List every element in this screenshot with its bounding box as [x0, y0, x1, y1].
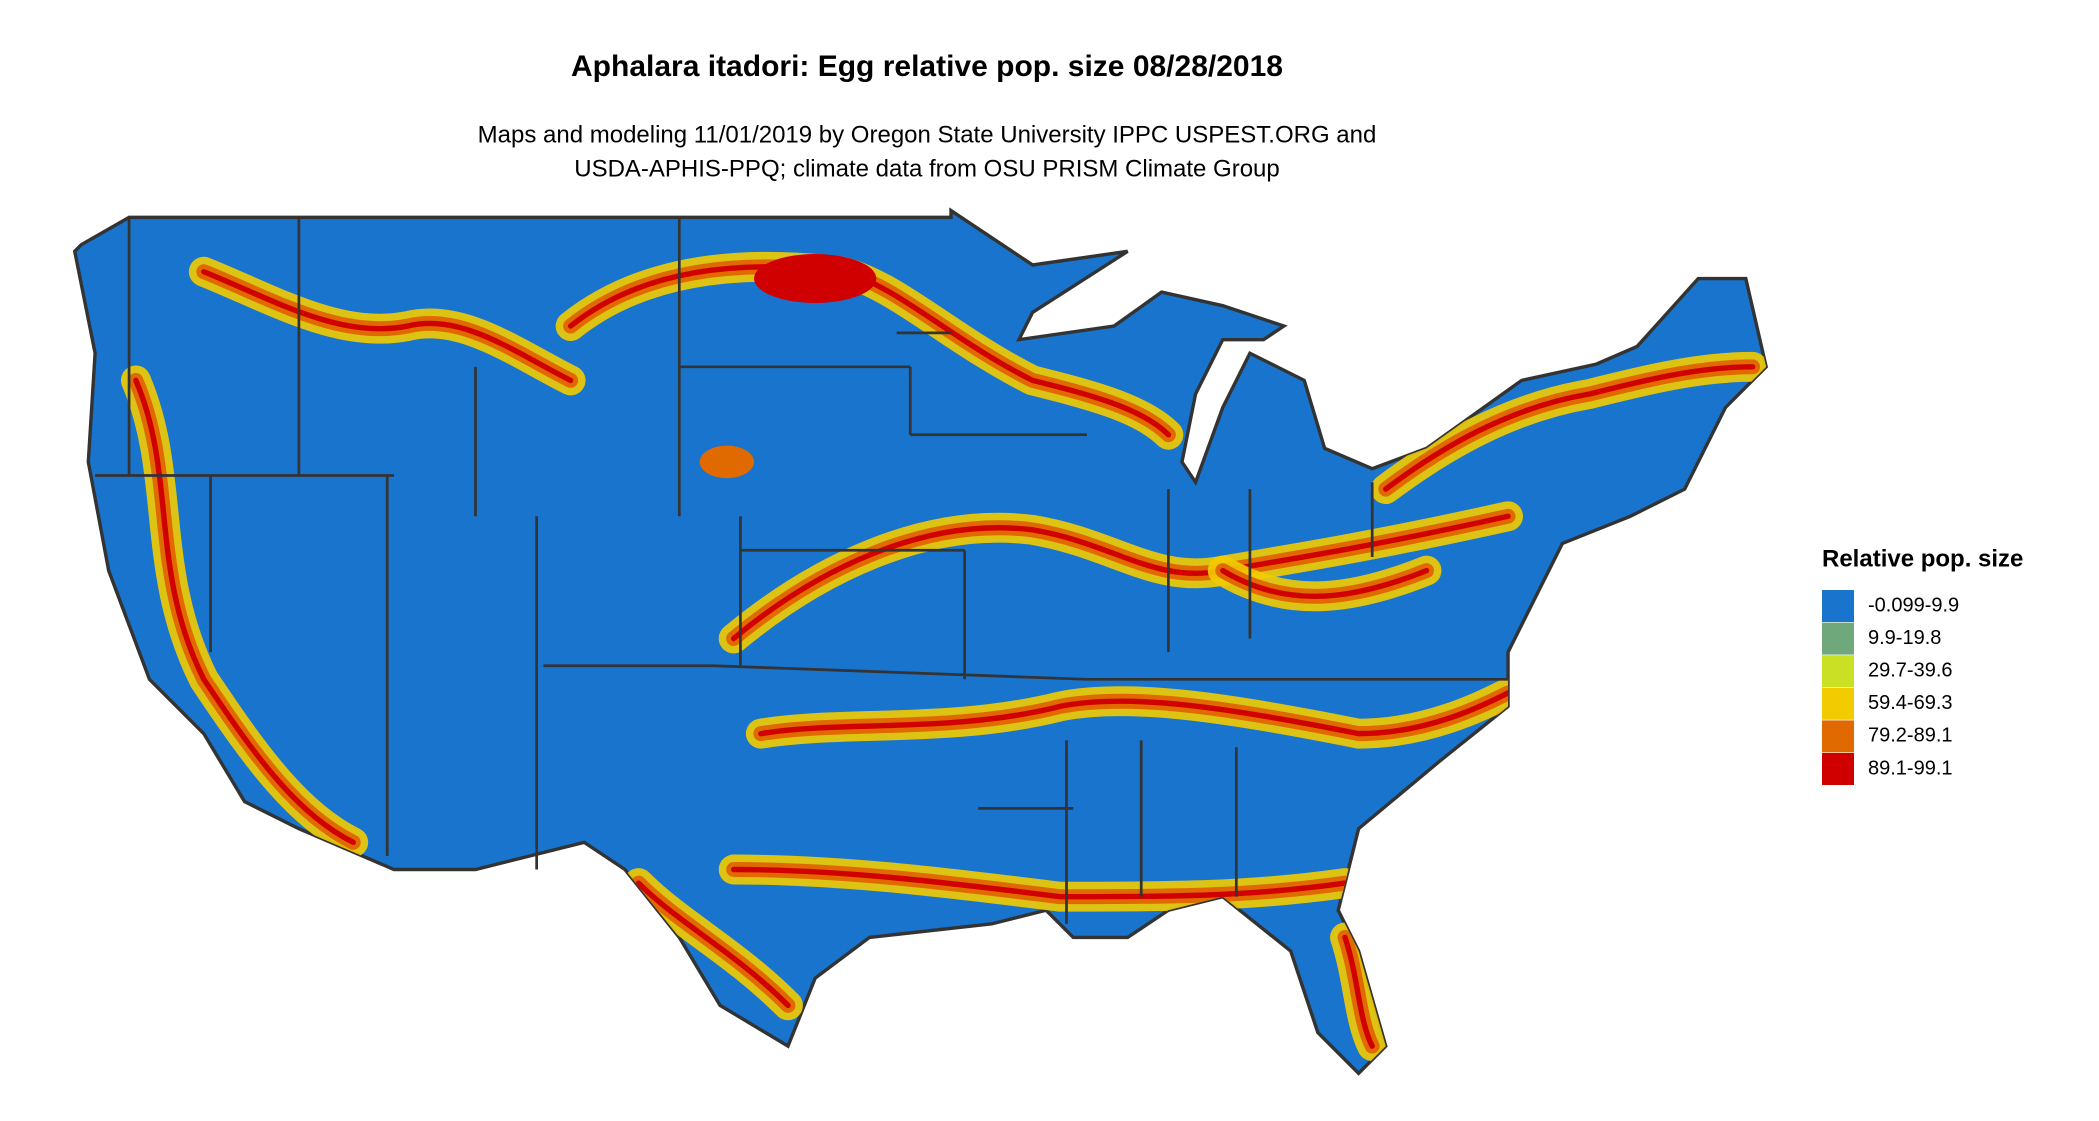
- legend-swatch: [1822, 655, 1854, 688]
- legend-label: 59.4-69.3: [1868, 692, 1953, 714]
- legend-swatch: [1822, 753, 1854, 785]
- legend-label: 79.2-89.1: [1868, 725, 1953, 747]
- band-core: [1220, 567, 1430, 600]
- legend-title: Relative pop. size: [1822, 545, 2023, 572]
- hotspot: [699, 445, 755, 479]
- band-core: [1383, 364, 1756, 492]
- population-bands: [120, 251, 1767, 1062]
- band-core: [567, 264, 1172, 438]
- map-subtitle: USDA-APHIS-PPQ; climate data from OSU PR…: [574, 155, 1280, 182]
- legend-swatch: [1822, 622, 1854, 655]
- us-map: [72, 207, 1769, 1076]
- state-borders: [95, 217, 1509, 924]
- band-core: [730, 513, 1511, 642]
- band-core: [635, 880, 791, 1009]
- band-core: [730, 866, 1348, 900]
- band-core: [1342, 934, 1375, 1049]
- us-outline: [72, 207, 1769, 1076]
- legend-label: -0.099-9.9: [1868, 594, 1959, 616]
- legend-label: 89.1-99.1: [1868, 757, 1953, 779]
- hotspot: [754, 254, 877, 303]
- legend-swatch: [1822, 687, 1854, 720]
- map-title: Aphalara itadori: Egg relative pop. size…: [571, 50, 1283, 83]
- legend-swatch: [1822, 590, 1854, 622]
- legend-label: 29.7-39.6: [1868, 659, 1953, 681]
- legend-swatch: [1822, 720, 1854, 753]
- band-core: [133, 377, 356, 846]
- band-core: [201, 269, 574, 384]
- band-core: [758, 690, 1511, 737]
- legend: -0.099-9.9 9.9-19.8 29.7-39.6 59.4-69.3 79.2…: [1822, 590, 1959, 785]
- legend-label: 9.9-19.8: [1868, 627, 1941, 649]
- map-subtitle: Maps and modeling 11/01/2019 by Oregon S…: [478, 121, 1377, 148]
